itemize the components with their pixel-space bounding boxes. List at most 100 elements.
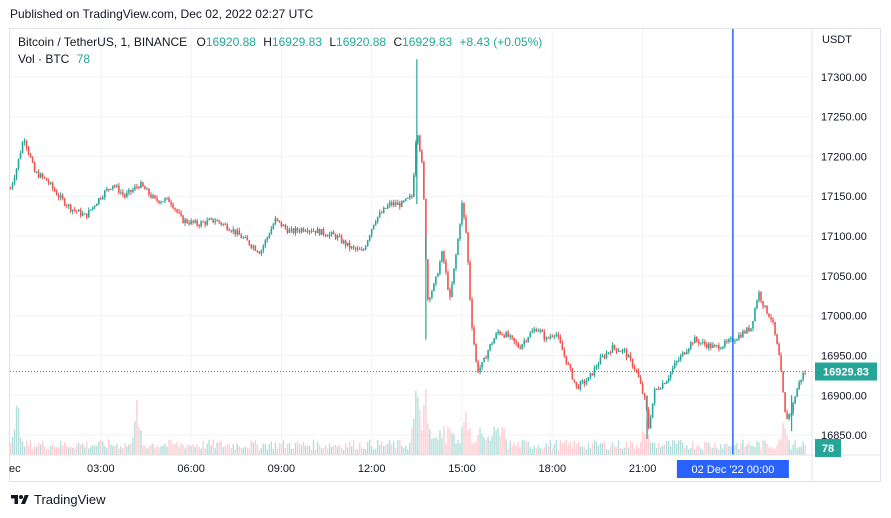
- volume-bar: [332, 445, 335, 455]
- candle-body: [306, 230, 309, 232]
- volume-bar: [700, 448, 702, 455]
- volume-bar: [579, 446, 582, 455]
- volume-legend-row: Vol · BTC 78: [18, 51, 542, 68]
- candle-body: [366, 240, 369, 247]
- volume-bar: [362, 448, 365, 455]
- tradingview-logo-icon: [11, 494, 29, 504]
- volume-bar: [583, 446, 586, 455]
- volume-bar: [483, 437, 485, 455]
- time-tick-label: 15:00: [448, 463, 476, 475]
- candle-body: [599, 356, 602, 365]
- volume-bar: [106, 448, 108, 455]
- volume-bar: [192, 444, 194, 455]
- volume-bar: [730, 446, 732, 455]
- volume-bar: [515, 445, 517, 455]
- candle-body: [575, 381, 578, 387]
- volume-bar: [756, 441, 758, 455]
- candle-body: [108, 188, 110, 190]
- volume-bar: [738, 449, 740, 455]
- candle-body: [433, 283, 435, 292]
- volume-bar: [220, 440, 222, 455]
- brand-name: TradingView: [34, 492, 106, 507]
- volume-bar: [525, 441, 527, 455]
- candle-body: [126, 192, 128, 197]
- candle-body: [758, 292, 760, 301]
- volume-bar: [246, 447, 248, 455]
- candle-body: [222, 223, 225, 225]
- volume-bar: [21, 441, 24, 455]
- volume-bar: [495, 430, 497, 455]
- volume-bar: [682, 442, 684, 455]
- volume-bar: [772, 448, 774, 455]
- candle-body: [51, 182, 54, 189]
- candle-body: [49, 182, 52, 184]
- candle-body: [449, 289, 451, 297]
- candle-body: [683, 352, 686, 355]
- volume-bar: [545, 443, 547, 455]
- volume-bar: [672, 440, 674, 455]
- time-tick-label: 12:00: [358, 463, 386, 475]
- volume-bar: [625, 441, 628, 455]
- candle-body: [266, 237, 269, 241]
- volume-bar: [467, 430, 469, 455]
- volume-bar: [76, 444, 78, 455]
- volume-bar: [350, 446, 353, 455]
- candle-body: [106, 188, 108, 191]
- candle-body: [780, 355, 782, 372]
- candle-body: [531, 331, 534, 333]
- volume-bar: [272, 449, 275, 455]
- volume-bar: [663, 444, 666, 455]
- candle-body: [300, 228, 303, 232]
- candle-body: [97, 198, 100, 204]
- candle-body: [130, 189, 132, 192]
- currency-label[interactable]: USDT: [822, 34, 852, 46]
- volume-bar: [242, 448, 244, 455]
- candle-body: [567, 363, 570, 365]
- volume-bar: [565, 439, 568, 455]
- volume-bar: [623, 447, 626, 455]
- candle-body: [344, 240, 347, 246]
- volume-bar: [120, 446, 122, 455]
- candle-body: [228, 229, 231, 231]
- candle-body: [312, 230, 315, 232]
- volume-bar: [286, 443, 289, 455]
- volume-bar: [61, 445, 64, 455]
- candle-body: [148, 188, 150, 195]
- candle-body: [368, 235, 371, 241]
- volume-bar: [720, 444, 722, 455]
- candle-body: [93, 205, 96, 207]
- candle-body: [346, 242, 349, 246]
- volume-bar: [274, 442, 277, 455]
- candle-body: [708, 343, 710, 348]
- volume-bar: [539, 447, 541, 455]
- volume-bar: [142, 444, 144, 455]
- volume-bar: [375, 449, 377, 455]
- candle-body: [573, 379, 576, 382]
- volume-bar: [752, 445, 754, 455]
- candle-body: [43, 176, 46, 178]
- candle-body: [116, 185, 118, 187]
- volume-bar: [276, 448, 279, 455]
- volume-bar: [688, 449, 690, 455]
- candle-body: [376, 216, 379, 222]
- volume-bar: [140, 430, 142, 455]
- published-caption: Published on TradingView.com, Dec 02, 20…: [10, 7, 314, 21]
- candle-body: [401, 201, 403, 207]
- volume-label[interactable]: Vol · BTC: [18, 52, 70, 66]
- low-label: L: [329, 35, 337, 49]
- symbol-name[interactable]: Bitcoin / TetherUS, 1, BINANCE: [18, 35, 188, 49]
- volume-bar: [471, 442, 473, 455]
- volume-bar: [88, 448, 90, 455]
- footer-brand[interactable]: TradingView: [10, 492, 106, 507]
- candle-body: [509, 335, 511, 337]
- candle-body: [200, 221, 202, 227]
- candle-body: [55, 191, 58, 196]
- volume-bar: [669, 446, 672, 455]
- volume-bar: [284, 448, 287, 455]
- candle-body: [330, 232, 333, 235]
- volume-bar: [441, 438, 443, 455]
- price-tick-label: 17100.00: [821, 231, 867, 243]
- volume-bar: [712, 447, 714, 455]
- volume-bar: [41, 440, 44, 455]
